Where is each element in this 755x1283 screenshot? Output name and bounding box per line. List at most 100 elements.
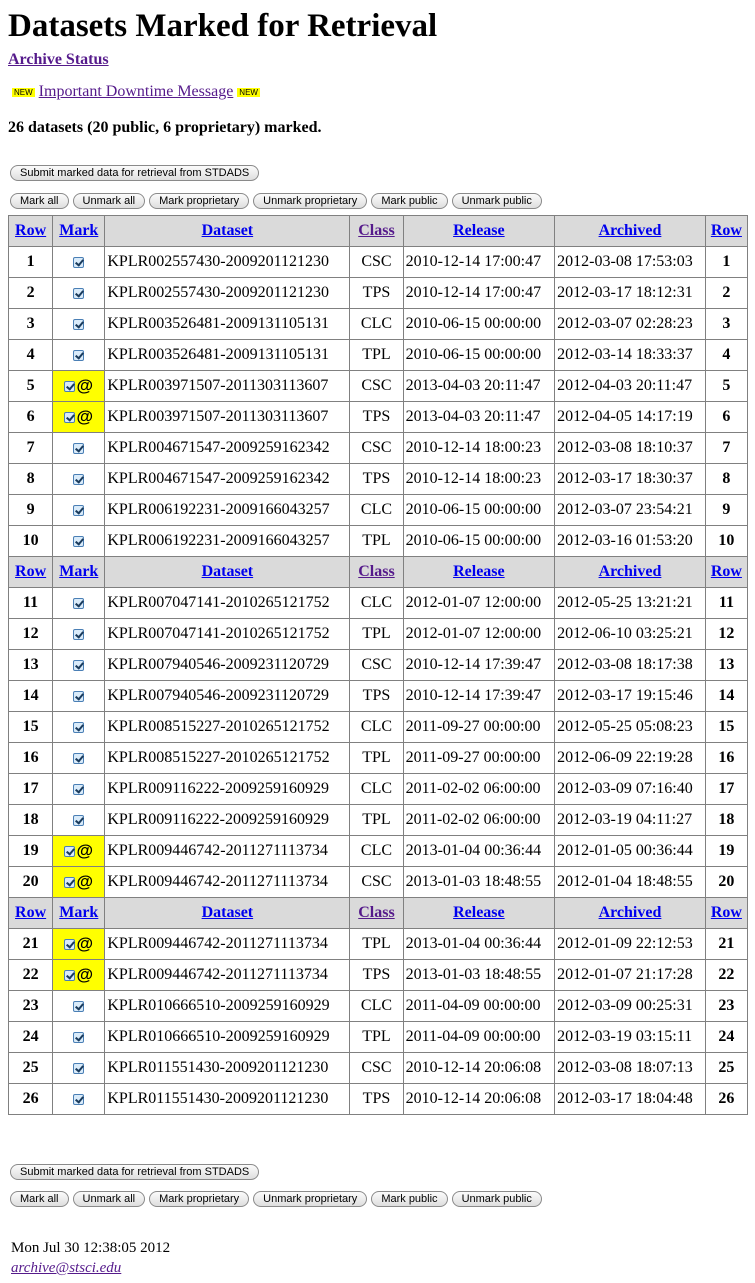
- mark-checkbox[interactable]: [73, 690, 85, 702]
- mark-checkbox[interactable]: [73, 504, 85, 516]
- unmark-public-button[interactable]: Unmark public: [451, 1191, 542, 1207]
- mark-all-button[interactable]: Mark all: [10, 193, 69, 209]
- sort-link[interactable]: Row: [710, 222, 742, 239]
- sort-link[interactable]: Dataset: [201, 563, 254, 580]
- mark-checkbox[interactable]: [64, 938, 76, 950]
- row-number: 9: [7, 494, 54, 526]
- unmark-proprietary-button[interactable]: Unmark proprietary: [253, 1191, 368, 1207]
- mark-checkbox[interactable]: [73, 752, 85, 764]
- sort-link[interactable]: Row: [710, 904, 742, 921]
- mark-cell: [52, 804, 106, 836]
- row-number: 9: [704, 494, 749, 526]
- dataset-name: KPLR007940546-2009231120729: [104, 680, 351, 712]
- sort-link[interactable]: Mark: [59, 904, 99, 921]
- dataset-name: KPLR009116222-2009259160929: [104, 773, 351, 805]
- sort-link[interactable]: Release: [453, 563, 505, 580]
- dataset-class: TPL: [349, 742, 404, 774]
- header-class: Class: [349, 897, 404, 929]
- row-number: 23: [704, 990, 749, 1022]
- row-number: 7: [704, 432, 749, 464]
- mark-checkbox[interactable]: [73, 814, 85, 826]
- unmark-all-button[interactable]: Unmark all: [72, 193, 146, 209]
- sort-link[interactable]: Dataset: [201, 904, 254, 921]
- sort-link[interactable]: Release: [453, 904, 505, 921]
- dataset-class: TPS: [349, 401, 404, 433]
- submit-retrieval-button[interactable]: Submit marked data for retrieval from ST…: [10, 1164, 260, 1180]
- mark-all-button[interactable]: Mark all: [10, 1191, 69, 1207]
- mark-cell: @: [52, 928, 106, 960]
- mark-checkbox[interactable]: [64, 411, 76, 423]
- row-number: 7: [7, 432, 54, 464]
- mark-checkbox[interactable]: [73, 783, 85, 795]
- mark-checkbox[interactable]: [73, 473, 85, 485]
- row-number: 24: [7, 1021, 54, 1053]
- mark-checkbox[interactable]: [73, 318, 85, 330]
- header-class: Class: [349, 215, 404, 247]
- mark-public-button[interactable]: Mark public: [371, 193, 448, 209]
- row-number: 11: [7, 587, 54, 619]
- mark-checkbox[interactable]: [73, 349, 85, 361]
- archive-status-link[interactable]: Archive Status: [8, 51, 109, 68]
- mark-checkbox[interactable]: [64, 380, 76, 392]
- mark-checkbox[interactable]: [73, 597, 85, 609]
- sort-link[interactable]: Archived: [598, 904, 662, 921]
- mark-proprietary-button[interactable]: Mark proprietary: [149, 193, 250, 209]
- mark-checkbox[interactable]: [73, 721, 85, 733]
- mark-checkbox[interactable]: [73, 659, 85, 671]
- row-number: 8: [7, 463, 54, 495]
- mark-checkbox[interactable]: [64, 876, 76, 888]
- sort-link[interactable]: Row: [15, 222, 47, 239]
- sort-link[interactable]: Class: [358, 222, 395, 239]
- release-date: 2010-12-14 17:00:47: [402, 246, 556, 278]
- sort-link[interactable]: Archived: [598, 222, 662, 239]
- unmark-all-button[interactable]: Unmark all: [72, 1191, 146, 1207]
- unmark-public-button[interactable]: Unmark public: [451, 193, 542, 209]
- mark-checkbox[interactable]: [73, 1062, 85, 1074]
- page-title: Datasets Marked for Retrieval: [8, 8, 438, 44]
- release-date: 2010-12-14 18:00:23: [402, 432, 556, 464]
- mark-checkbox[interactable]: [73, 1031, 85, 1043]
- mark-checkbox[interactable]: [73, 628, 85, 640]
- sort-link[interactable]: Mark: [59, 563, 99, 580]
- sort-link[interactable]: Row: [15, 904, 47, 921]
- row-number: 11: [704, 587, 749, 619]
- archived-date: 2012-03-07 02:28:23: [554, 308, 706, 340]
- sort-link[interactable]: Archived: [598, 563, 662, 580]
- sort-link[interactable]: Mark: [59, 222, 99, 239]
- sort-link[interactable]: Class: [358, 904, 395, 921]
- contact-email-link[interactable]: archive@stsci.edu: [11, 1260, 122, 1276]
- unmark-proprietary-button[interactable]: Unmark proprietary: [253, 193, 368, 209]
- archived-date: 2012-04-05 14:17:19: [554, 401, 706, 433]
- proprietary-icon: @: [76, 407, 94, 426]
- sort-link[interactable]: Dataset: [201, 222, 254, 239]
- mark-checkbox[interactable]: [73, 1093, 85, 1105]
- release-date: 2011-09-27 00:00:00: [402, 711, 556, 743]
- archived-date: 2012-04-03 20:11:47: [554, 370, 706, 402]
- mark-cell: [52, 1021, 106, 1053]
- downtime-message-link[interactable]: Important Downtime Message: [38, 83, 234, 100]
- submit-retrieval-button[interactable]: Submit marked data for retrieval from ST…: [10, 165, 260, 181]
- sort-link[interactable]: Row: [710, 563, 742, 580]
- mark-checkbox[interactable]: [73, 442, 85, 454]
- row-number: 23: [7, 990, 54, 1022]
- mark-cell: @: [52, 401, 106, 433]
- new-badge: NEW: [12, 87, 35, 97]
- dataset-name: KPLR003526481-2009131105131: [104, 308, 351, 340]
- mark-checkbox[interactable]: [64, 845, 76, 857]
- sort-link[interactable]: Class: [358, 563, 395, 580]
- sort-link[interactable]: Row: [15, 563, 47, 580]
- mark-checkbox[interactable]: [73, 287, 85, 299]
- mark-checkbox[interactable]: [73, 1000, 85, 1012]
- mark-cell: [52, 246, 106, 278]
- mark-public-button[interactable]: Mark public: [371, 1191, 448, 1207]
- sort-link[interactable]: Release: [453, 222, 505, 239]
- mark-checkbox[interactable]: [64, 969, 76, 981]
- mark-proprietary-button[interactable]: Mark proprietary: [149, 1191, 250, 1207]
- mark-cell: [52, 742, 106, 774]
- mark-checkbox[interactable]: [73, 256, 85, 268]
- dataset-class: TPL: [349, 618, 404, 650]
- archived-date: 2012-05-25 05:08:23: [554, 711, 706, 743]
- dataset-class: CSC: [349, 649, 404, 681]
- mark-checkbox[interactable]: [73, 535, 85, 547]
- archived-date: 2012-03-17 19:15:46: [554, 680, 706, 712]
